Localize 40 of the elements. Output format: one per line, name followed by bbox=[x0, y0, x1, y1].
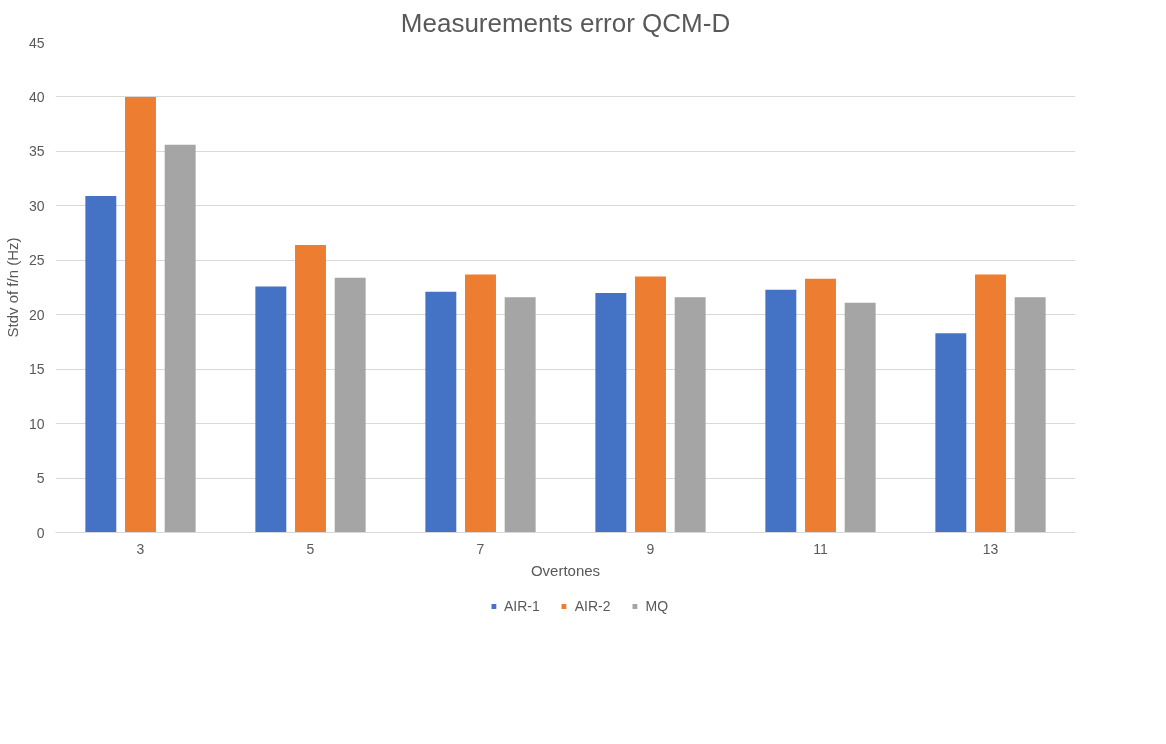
bar bbox=[85, 196, 117, 533]
y-tick-label: 10 bbox=[28, 415, 45, 432]
y-tick-label: 40 bbox=[28, 88, 45, 105]
x-tick-label: 5 bbox=[306, 540, 315, 557]
y-tick-label: 15 bbox=[28, 361, 45, 378]
x-tick-label: 9 bbox=[646, 540, 655, 557]
bar bbox=[295, 245, 326, 533]
legend-label: AIR-2 bbox=[574, 598, 611, 614]
bar bbox=[595, 292, 627, 533]
y-tick-label: 5 bbox=[36, 470, 45, 487]
y-tick-label: 35 bbox=[28, 143, 45, 160]
chart-title: Measurements error QCM-D bbox=[400, 7, 731, 38]
legend-label: MQ bbox=[645, 598, 669, 614]
bar bbox=[935, 333, 967, 533]
bar bbox=[125, 96, 156, 533]
bar bbox=[805, 278, 836, 533]
bar bbox=[765, 289, 797, 533]
bar bbox=[164, 144, 196, 533]
y-tick-label: 45 bbox=[28, 34, 45, 51]
legend-label: AIR-1 bbox=[503, 598, 540, 614]
bar bbox=[975, 274, 1006, 533]
x-tick-label: 7 bbox=[476, 540, 485, 557]
y-tick-label: 20 bbox=[28, 306, 45, 323]
x-axis-title: Overtones bbox=[530, 561, 601, 579]
x-tick-label: 11 bbox=[813, 540, 828, 557]
bar bbox=[844, 302, 876, 533]
y-tick-label: 25 bbox=[28, 252, 45, 269]
bar bbox=[504, 297, 536, 533]
bar bbox=[255, 286, 287, 533]
bar bbox=[425, 291, 457, 533]
y-axis-title: Stdv of f/n (Hz) bbox=[3, 237, 21, 338]
bar bbox=[674, 297, 706, 533]
bar bbox=[465, 274, 496, 533]
bar bbox=[1014, 297, 1046, 533]
y-tick-label: 30 bbox=[28, 197, 45, 214]
y-tick-label: 0 bbox=[36, 524, 45, 541]
bar bbox=[635, 276, 666, 533]
x-tick-label: 13 bbox=[982, 540, 999, 557]
x-tick-label: 3 bbox=[136, 540, 145, 557]
bar bbox=[334, 277, 366, 533]
